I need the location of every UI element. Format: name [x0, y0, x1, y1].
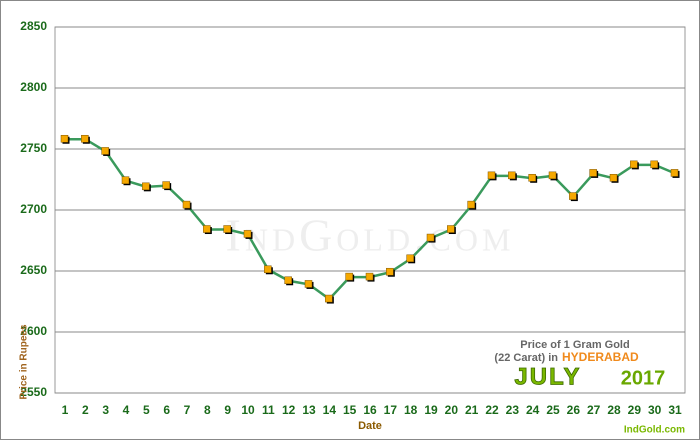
x-tick-label: 12: [282, 403, 296, 417]
x-tick-label: 24: [526, 403, 540, 417]
marker: [101, 147, 109, 155]
x-tick-label: 22: [485, 403, 499, 417]
source: IndGold.com: [624, 425, 685, 436]
marker: [81, 134, 89, 143]
x-tick-label: 29: [628, 403, 642, 417]
marker: [630, 160, 638, 169]
marker: [406, 254, 414, 263]
marker: [467, 200, 475, 209]
x-tick-label: 5: [143, 403, 150, 417]
x-tick-label: 10: [241, 403, 255, 417]
x-tick-label: 27: [587, 403, 601, 417]
y-tick-label: 2650: [20, 263, 47, 277]
marker: [162, 181, 170, 189]
marker: [60, 134, 69, 143]
x-axis-label: Date: [358, 420, 382, 432]
marker: [121, 176, 130, 184]
marker: [447, 225, 455, 233]
x-tick-label: 6: [163, 403, 170, 417]
marker: [609, 174, 618, 182]
x-tick-label: 18: [404, 403, 418, 417]
marker: [264, 265, 272, 274]
x-tick-label: 8: [204, 403, 211, 417]
x-tick-label: 17: [384, 403, 398, 417]
x-tick-label: 3: [102, 403, 109, 417]
marker: [203, 225, 211, 233]
x-tick-label: 20: [445, 403, 459, 417]
watermark: IndGold.com: [226, 210, 515, 261]
legend-month: JULY: [514, 363, 581, 390]
marker: [182, 200, 191, 209]
legend-city: HYDERABAD: [562, 350, 639, 364]
y-tick-label: 2800: [20, 80, 47, 94]
marker: [528, 174, 536, 182]
x-tick-label: 26: [567, 403, 581, 417]
x-tick-label: 4: [123, 403, 130, 417]
marker: [386, 267, 394, 276]
x-tick-label: 14: [323, 403, 337, 417]
x-tick-label: 13: [302, 403, 316, 417]
x-tick-label: 1: [62, 403, 69, 417]
y-tick-label: 2700: [20, 202, 47, 216]
marker: [243, 230, 252, 238]
marker: [426, 233, 435, 242]
marker: [508, 171, 516, 180]
x-tick-label: 15: [343, 403, 357, 417]
marker: [345, 272, 353, 281]
marker: [142, 182, 150, 191]
marker: [670, 169, 679, 177]
x-tick-label: 2: [82, 403, 89, 417]
y-tick-label: 2600: [20, 324, 47, 338]
marker: [284, 276, 292, 285]
y-tick-label: 2850: [20, 19, 47, 33]
x-tick-label: 30: [648, 403, 662, 417]
y-tick-label: 2550: [20, 385, 47, 399]
x-tick-label: 9: [224, 403, 231, 417]
marker: [569, 192, 577, 200]
x-tick-label: 25: [546, 403, 560, 417]
y-tick-label: 2750: [20, 141, 47, 155]
marker: [589, 169, 597, 177]
marker: [223, 225, 231, 233]
legend-line: Price of 1 Gram Gold: [520, 339, 629, 351]
legend-box: [470, 333, 682, 391]
marker: [365, 272, 374, 281]
marker: [325, 294, 333, 303]
marker: [548, 171, 557, 180]
x-tick-label: 31: [668, 403, 682, 417]
legend-year: 2017: [621, 367, 666, 389]
x-tick-label: 11: [262, 403, 275, 417]
x-tick-label: 19: [424, 403, 438, 417]
x-tick-label: 7: [184, 403, 191, 417]
y-axis-label: Price in Rupees: [19, 324, 30, 399]
marker: [487, 171, 496, 180]
marker: [304, 280, 313, 288]
x-tick-label: 21: [465, 403, 479, 417]
marker: [650, 160, 658, 169]
x-tick-label: 28: [607, 403, 621, 417]
x-tick-label: 23: [506, 403, 520, 417]
legend-line: (22 Carat) in: [494, 352, 558, 364]
x-tick-label: 16: [363, 403, 377, 417]
